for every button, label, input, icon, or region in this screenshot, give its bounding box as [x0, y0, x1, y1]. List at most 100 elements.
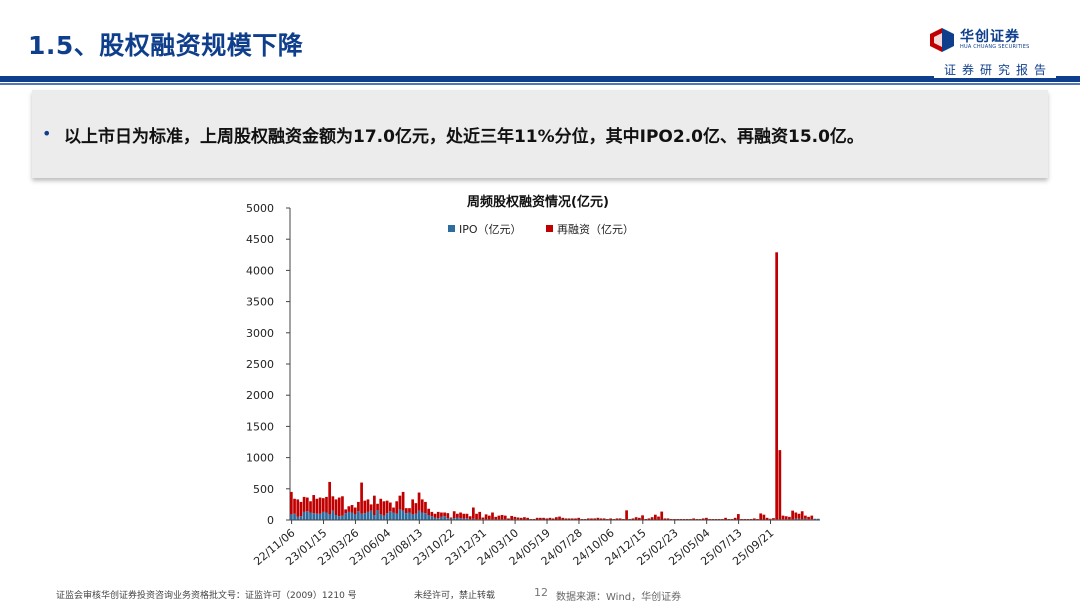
bar-refinancing — [711, 519, 715, 520]
bar-ipo — [344, 513, 347, 520]
bar-refinancing — [532, 519, 536, 520]
bar-ipo — [465, 518, 469, 520]
bar-ipo — [305, 511, 309, 520]
summary-text: 以上市日为标准，上周股权融资金额为17.0亿元，处近三年11%分位，其中IPO2… — [64, 127, 864, 147]
bar-refinancing — [462, 513, 466, 519]
bar-refinancing — [414, 503, 418, 514]
bar-ipo — [369, 510, 373, 520]
bar-refinancing — [772, 518, 775, 520]
bar-refinancing — [526, 517, 529, 520]
bar-refinancing — [430, 511, 434, 517]
brand-english-name: HUA CHUANG SECURITIES — [960, 44, 1030, 50]
bar-ipo — [302, 511, 306, 520]
bar-refinancing — [625, 510, 628, 520]
bar-refinancing — [733, 517, 737, 520]
bar-refinancing — [395, 501, 399, 514]
bar-refinancing — [535, 517, 539, 520]
bar-refinancing — [296, 499, 300, 517]
bar-ipo — [414, 513, 418, 520]
bar-refinancing — [366, 499, 370, 512]
bar-refinancing — [583, 519, 587, 520]
bar-ipo — [797, 518, 801, 520]
bar-ipo — [357, 511, 360, 520]
bar-refinancing — [408, 508, 411, 513]
y-tick-label: 2000 — [246, 389, 274, 402]
bar-ipo — [417, 510, 421, 520]
bar-refinancing — [580, 519, 584, 520]
bar-ipo — [427, 515, 430, 520]
brand-logo-icon — [930, 28, 954, 52]
bar-refinancing — [334, 499, 338, 516]
bar-refinancing — [551, 518, 555, 520]
bar-ipo — [395, 513, 399, 520]
bar-refinancing — [800, 511, 804, 520]
bar-refinancing — [618, 518, 622, 520]
bar-refinancing — [698, 519, 702, 520]
bar-refinancing — [315, 498, 319, 514]
bar-ipo — [376, 510, 379, 520]
bar-ipo — [456, 517, 459, 520]
bar-refinancing — [768, 518, 772, 520]
bar-ipo — [331, 510, 335, 520]
bar-ipo — [446, 518, 450, 520]
bar-refinancing — [481, 517, 485, 520]
bar-ipo — [373, 515, 376, 520]
bar-refinancing — [746, 519, 750, 520]
brand: 华创证券 HUA CHUANG SECURITIES — [930, 24, 1042, 58]
y-tick-label: 4000 — [246, 264, 274, 277]
bar-refinancing — [724, 517, 727, 520]
bar-refinancing — [570, 518, 574, 520]
bar-refinancing — [299, 501, 303, 517]
bar-refinancing — [443, 512, 446, 517]
bar-refinancing — [494, 516, 498, 520]
bar-ipo — [816, 518, 820, 520]
bar-refinancing — [689, 519, 692, 520]
bar-refinancing — [804, 515, 807, 519]
bar-refinancing — [353, 507, 357, 515]
bar-refinancing — [404, 508, 408, 514]
bar-refinancing — [417, 492, 421, 511]
bar-refinancing — [312, 495, 316, 514]
bar-ipo — [452, 518, 456, 520]
bar-refinancing — [484, 514, 488, 520]
bar-refinancing — [807, 516, 810, 520]
bar-refinancing — [615, 518, 619, 520]
bar-refinancing — [369, 504, 373, 511]
bar-refinancing — [478, 511, 482, 520]
bar-refinancing — [778, 450, 782, 520]
bar-refinancing — [717, 519, 721, 520]
bar-refinancing — [701, 518, 705, 520]
bar-refinancing — [468, 516, 472, 520]
bar-refinancing — [612, 519, 616, 520]
bar-refinancing — [555, 517, 558, 520]
legend-swatch-0 — [448, 225, 455, 232]
bar-ipo — [334, 515, 338, 520]
bar-ipo — [401, 510, 405, 520]
bar-refinancing — [564, 518, 568, 520]
bar-refinancing — [749, 519, 753, 520]
bar-refinancing — [682, 519, 686, 520]
bar-refinancing — [388, 502, 392, 512]
bar-refinancing — [548, 517, 552, 520]
bar-refinancing — [424, 501, 427, 514]
bar-refinancing — [459, 512, 462, 519]
footer-notice: 未经许可，禁止转载 — [414, 591, 496, 601]
bar-refinancing — [673, 519, 676, 520]
legend-label-0: IPO（亿元） — [459, 223, 522, 236]
bar-ipo — [309, 512, 312, 520]
bar-refinancing — [465, 513, 469, 519]
bar-ipo — [404, 513, 408, 520]
bar-refinancing — [752, 518, 756, 520]
bar-refinancing — [385, 500, 389, 514]
chart-legend: IPO（亿元） 再融资（亿元） — [448, 223, 634, 236]
bar-refinancing — [590, 518, 593, 520]
bar-refinancing — [337, 497, 341, 517]
bar-refinancing — [363, 500, 367, 514]
bar-ipo — [471, 518, 475, 520]
bar-ipo — [290, 514, 293, 520]
brand-name: 华创证券 — [960, 29, 1020, 45]
bar-refinancing — [487, 515, 491, 520]
bar-refinancing — [328, 481, 332, 515]
bar-refinancing — [765, 517, 769, 520]
bar-ipo — [459, 518, 462, 520]
